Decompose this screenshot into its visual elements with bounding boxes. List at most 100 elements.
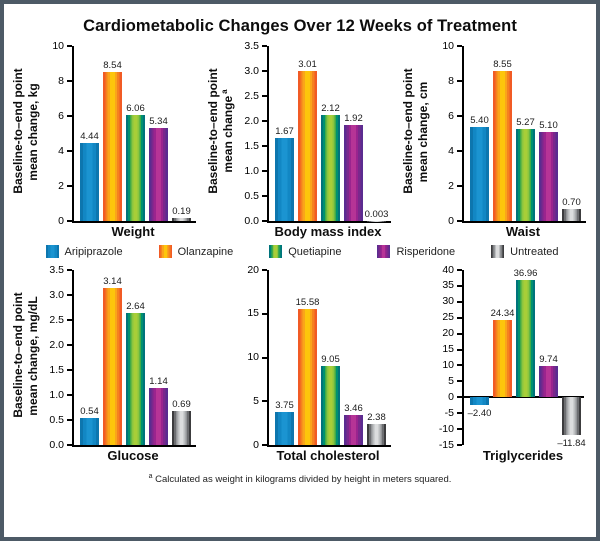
bar-untreated [172, 410, 191, 445]
legend-label: Aripiprazole [64, 245, 123, 258]
bar-quetiapine [516, 128, 535, 221]
bar-quetiapine [126, 313, 145, 445]
y-tick-label: 3.5 [244, 39, 259, 52]
y-tick-label: 5 [253, 394, 259, 407]
bar-aripiprazole [470, 397, 489, 405]
bar-value-label: 5.10 [539, 119, 558, 131]
y-tick-label: 3.0 [244, 64, 259, 77]
bar-untreated [367, 424, 386, 445]
y-tick-label: 10 [442, 358, 454, 371]
y-tick-mark [457, 185, 462, 187]
y-axis-label-line2: mean change [221, 95, 236, 173]
plot-area: 0 2 4 6 8 10 4.44 8.54 6.06 5.34 0.19 [42, 38, 196, 227]
y-tick-mark [457, 332, 462, 335]
y-tick-mark [457, 45, 462, 47]
y-tick-mark [67, 80, 72, 82]
bar-value-label: 3.14 [103, 276, 122, 287]
y-axis-label-text: Baseline-to–end point mean change, kg [11, 68, 41, 193]
legend-swatch-quetiapine [269, 245, 283, 258]
y-tick-mark [67, 394, 72, 396]
y-tick-label: 0.5 [244, 189, 259, 202]
y-tick-label: 10 [442, 39, 454, 52]
y-tick-label: 10 [52, 39, 64, 52]
y-tick-mark [67, 344, 72, 346]
bar-value-label: 36.96 [513, 267, 538, 279]
y-tick-mark [262, 95, 267, 97]
chart-waist: Baseline-to–end point mean change, cm 0 2 4… [400, 38, 595, 239]
plot-frame [72, 270, 196, 447]
y-tick-mark [262, 269, 267, 271]
y-tick-label: 30 [442, 295, 454, 308]
y-axis-label: Baseline-to–end point mean change, cm [400, 38, 432, 223]
bar-value-label: 2.38 [367, 412, 386, 424]
plot-frame [462, 270, 586, 445]
y-tick-mark [457, 364, 462, 367]
bar-value-label: 24.34 [490, 307, 515, 319]
y-tick-label: 40 [442, 263, 454, 276]
legend-swatch-olanzapine [158, 245, 172, 258]
y-tick-mark [262, 400, 267, 403]
y-tick-label: 0.0 [49, 438, 64, 451]
bar-value-label: 1.92 [344, 113, 363, 124]
y-tick-mark [262, 170, 267, 172]
y-tick-mark [67, 115, 72, 117]
y-axis-label-superscript: a [220, 88, 230, 94]
y-tick-label: 20 [442, 327, 454, 340]
y-tick-label: 0 [448, 214, 454, 227]
y-tick-mark [262, 220, 267, 222]
bar-value-label: 1.67 [275, 125, 294, 137]
y-axis-label-line2: mean change, kg [26, 82, 41, 181]
y-tick-label: 35 [442, 279, 454, 292]
bar-untreated [562, 208, 581, 221]
bar-value-label: 0.54 [80, 406, 99, 417]
bar-value-label: 0.19 [172, 205, 191, 217]
plot-column: 0.0 0.5 1.0 1.5 2.0 2.5 3.0 3.5 0.54 3.14 2.64 1.14… [42, 262, 196, 463]
y-tick-mark [457, 412, 462, 415]
plot-frame [462, 46, 586, 223]
bar-olanzapine [493, 71, 512, 221]
y-tick-mark [262, 120, 267, 122]
bar-value-label: 5.34 [149, 115, 168, 127]
bar-value-label: 2.12 [321, 103, 340, 114]
bar-value-label: 1.14 [149, 376, 168, 387]
x-axis-title: Weight [111, 224, 155, 239]
y-tick-label: 3.5 [49, 263, 64, 276]
y-tick-mark [67, 369, 72, 371]
chart-weight: Baseline-to–end point mean change, kg 0 2 4… [10, 38, 205, 239]
y-axis-label: Baseline-to–end point mean changea [205, 38, 237, 223]
y-axis-label-spacer [400, 262, 432, 447]
y-tick-mark [457, 348, 462, 351]
plot-area: 0.0 0.5 1.0 1.5 2.0 2.5 3.0 3.5 1.67 3.01 2.12 1.92… [237, 38, 391, 227]
bar-olanzapine [298, 70, 317, 221]
bar-risperidone [149, 388, 168, 445]
y-tick-mark [67, 444, 72, 446]
legend-item-risperidone: Risperidone [377, 245, 455, 258]
legend-swatch-risperidone [377, 245, 391, 258]
y-axis-label-spacer [205, 262, 237, 447]
y-tick-label: 0.0 [244, 214, 259, 227]
y-tick-mark [457, 80, 462, 82]
legend-label: Quetiapine [288, 245, 342, 258]
y-tick-mark [457, 115, 462, 117]
bar-quetiapine [516, 279, 535, 398]
footnote: a Calculated as weight in kilograms divi… [4, 473, 596, 485]
bar-value-label: 2.64 [126, 301, 145, 312]
y-tick-mark [262, 444, 267, 446]
y-tick-label: -5 [444, 406, 454, 419]
y-tick-label: 2.5 [244, 89, 259, 102]
legend-item-aripiprazole: Aripiprazole [45, 245, 123, 258]
y-tick-label: 8 [58, 74, 64, 87]
legend-label: Olanzapine [177, 245, 234, 258]
bar-risperidone [344, 414, 363, 445]
chart-glucose: Baseline-to–end point mean change, mg/dL … [10, 262, 205, 463]
plot-frame [72, 46, 196, 223]
bar-value-label: 6.06 [126, 102, 145, 114]
y-tick-label: 6 [448, 109, 454, 122]
y-axis-label-line1: Baseline-to–end point [401, 67, 416, 194]
x-axis-title: Waist [505, 224, 541, 239]
bar-olanzapine [103, 71, 122, 221]
y-tick-label: 3.0 [49, 288, 64, 301]
bar-value-label: 3.01 [298, 58, 317, 70]
y-tick-mark [67, 269, 72, 271]
